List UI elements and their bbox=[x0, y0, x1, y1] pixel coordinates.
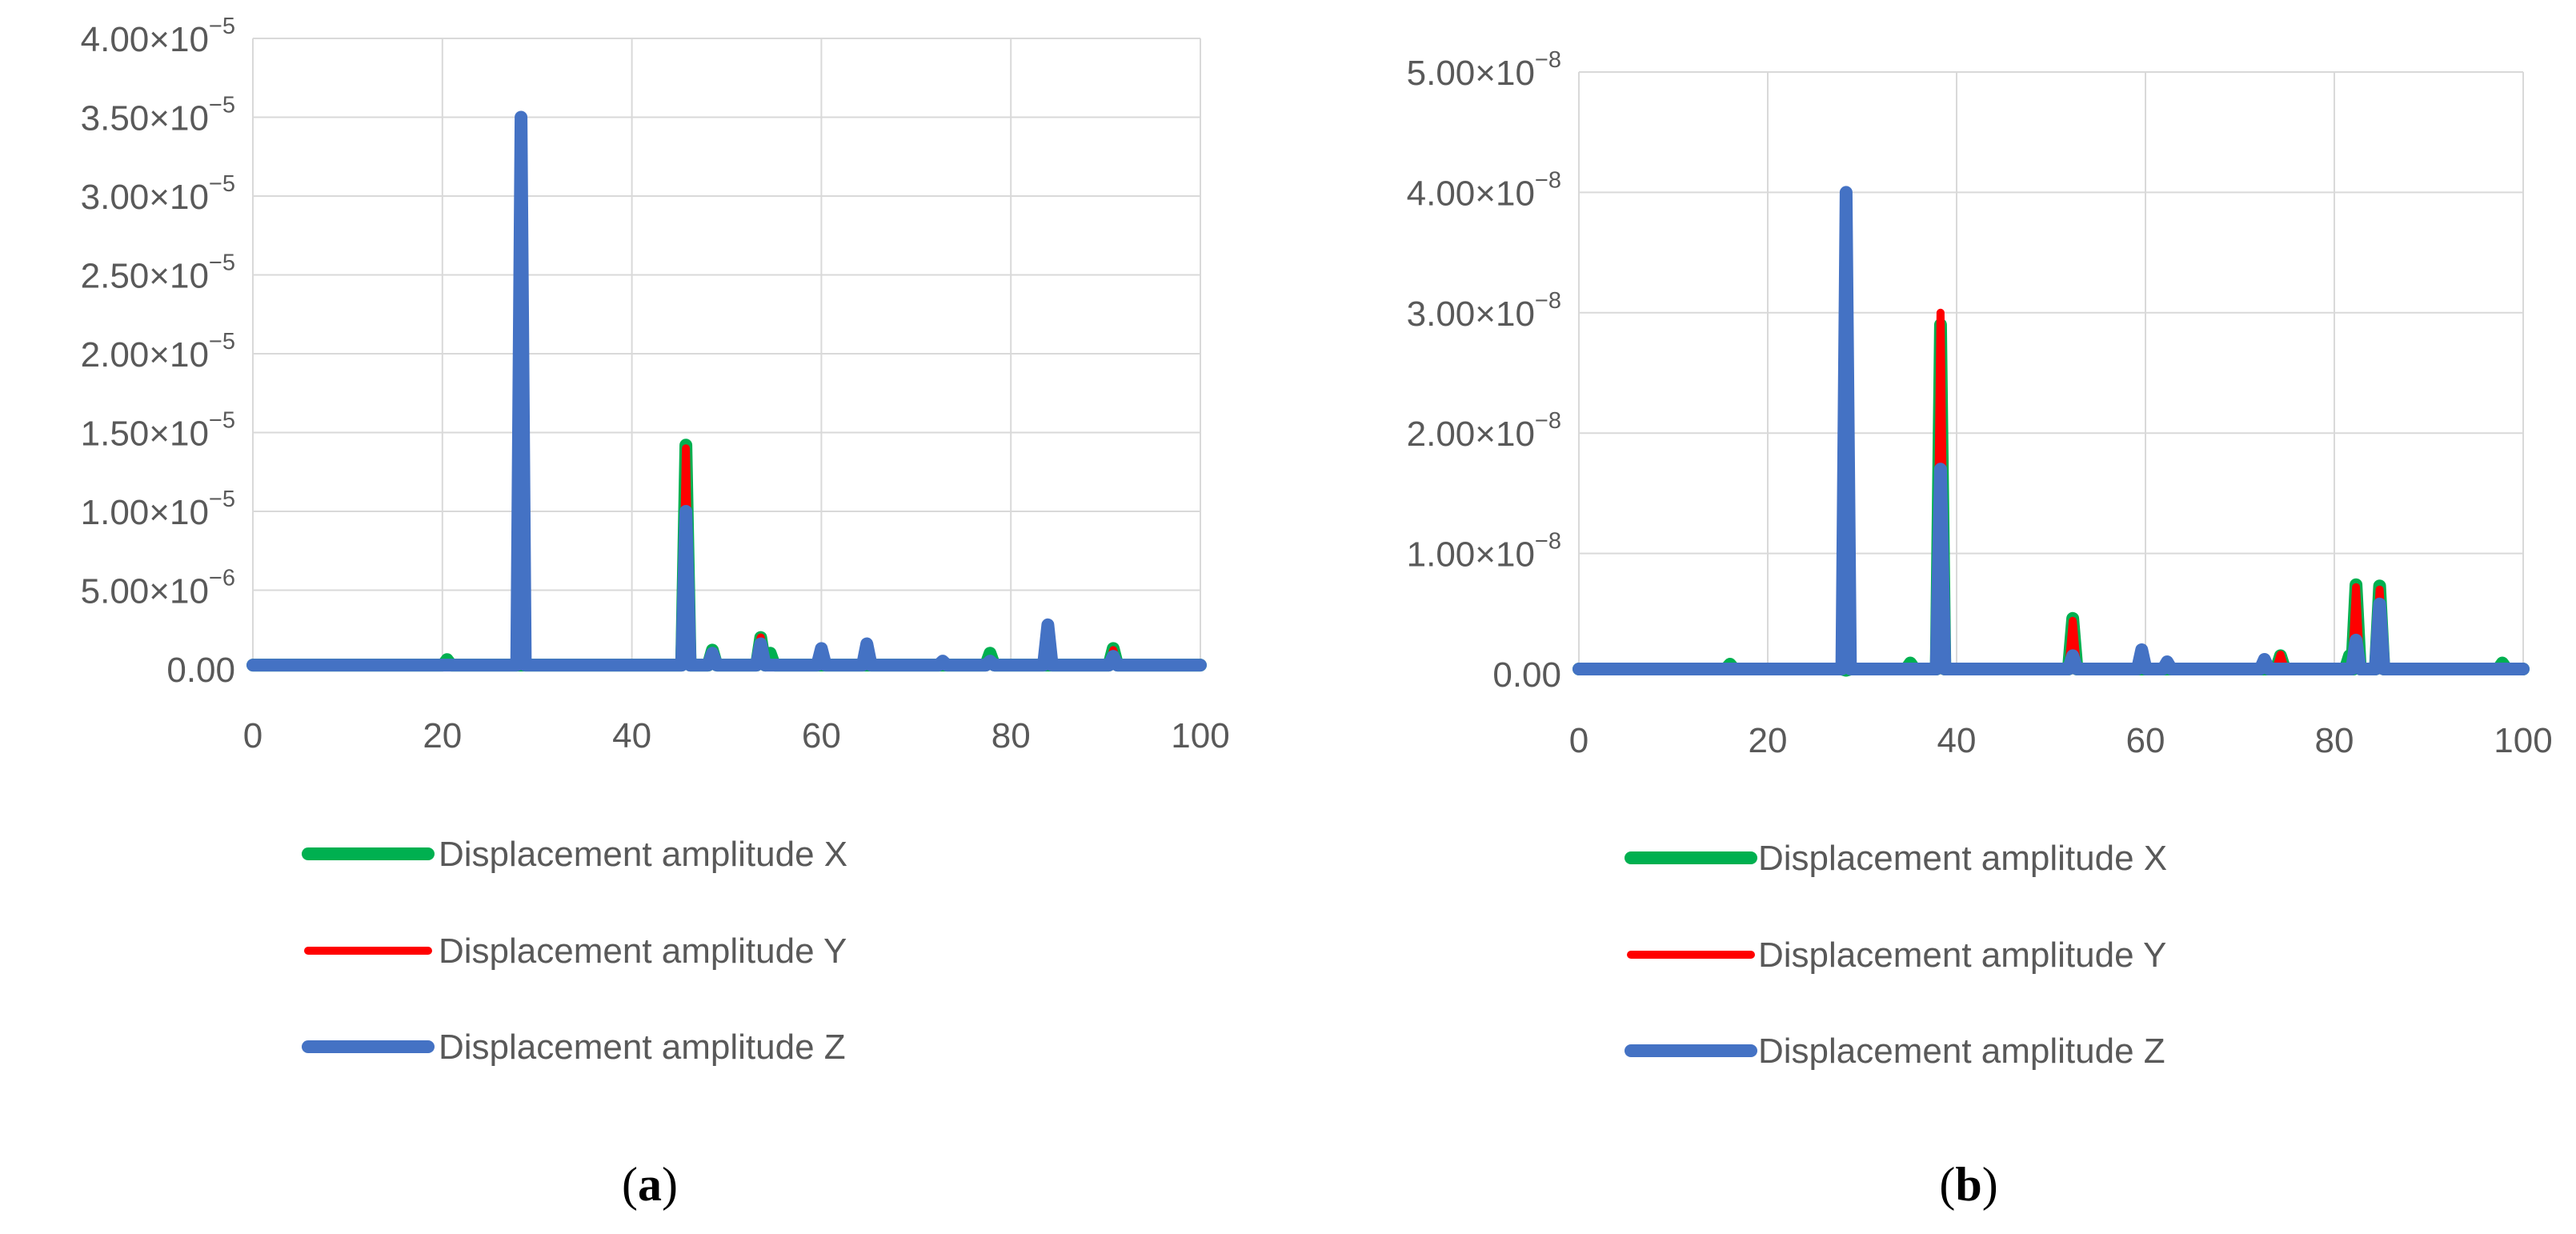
y-tick-exponent: −5 bbox=[209, 93, 235, 118]
y-tick-label: 1.00×10−5 bbox=[81, 487, 235, 532]
x-tick-label: 80 bbox=[992, 716, 1031, 755]
gridlines bbox=[252, 38, 1201, 670]
y-tick-mantissa: 4.00×10 bbox=[81, 20, 209, 59]
y-tick-mantissa: 2.00×10 bbox=[1407, 415, 1535, 454]
y-tick-exponent: −8 bbox=[1535, 47, 1561, 73]
x-tick-label: 100 bbox=[2494, 721, 2552, 760]
y-tick-label: 3.00×10−8 bbox=[1407, 288, 1561, 334]
series-lines bbox=[1572, 186, 2530, 677]
series-line-z bbox=[246, 110, 1207, 672]
y-tick-exponent: −8 bbox=[1535, 288, 1561, 314]
y-tick-mantissa: 0.00 bbox=[166, 651, 235, 690]
y-tick-mantissa: 2.50×10 bbox=[81, 257, 209, 296]
y-tick-label: 2.00×10−8 bbox=[1407, 408, 1561, 454]
y-tick-mantissa: 3.50×10 bbox=[81, 99, 209, 138]
y-tick-exponent: −8 bbox=[1535, 167, 1561, 193]
y-tick-exponent: −5 bbox=[209, 14, 235, 39]
x-tick-label: 20 bbox=[423, 716, 462, 755]
y-tick-exponent: −5 bbox=[209, 329, 235, 355]
legend-label-y: Displacement amplitude Y bbox=[1758, 936, 2166, 975]
legend-label-z: Displacement amplitude Z bbox=[439, 1028, 846, 1067]
y-tick-mantissa: 5.00×10 bbox=[81, 572, 209, 611]
y-tick-mantissa: 0.00 bbox=[1492, 655, 1561, 695]
series-lines bbox=[246, 110, 1207, 672]
y-tick-label: 2.00×10−5 bbox=[81, 329, 235, 375]
y-tick-label: 1.50×10−5 bbox=[81, 408, 235, 454]
chart-panel-a: 0.005.00×10−61.00×10−51.50×10−52.00×10−5… bbox=[81, 14, 1230, 1211]
y-tick-label: 5.00×10−6 bbox=[81, 566, 235, 611]
y-tick-exponent: −8 bbox=[1535, 529, 1561, 555]
x-tick-label: 0 bbox=[1569, 721, 1588, 760]
panel-label: (a) bbox=[622, 1158, 678, 1211]
y-tick-mantissa: 1.00×10 bbox=[81, 493, 209, 532]
y-tick-label: 4.00×10−8 bbox=[1407, 167, 1561, 213]
series-line-x bbox=[246, 439, 1207, 672]
panel-label: (b) bbox=[1939, 1158, 1997, 1211]
y-tick-mantissa: 2.00×10 bbox=[81, 335, 209, 375]
y-tick-label: 2.50×10−5 bbox=[81, 250, 235, 296]
x-tick-label: 40 bbox=[612, 716, 651, 755]
y-tick-exponent: −5 bbox=[209, 171, 235, 197]
y-tick-exponent: −5 bbox=[209, 487, 235, 512]
legend-label-x: Displacement amplitude X bbox=[439, 835, 847, 874]
y-tick-mantissa: 4.00×10 bbox=[1407, 174, 1535, 213]
y-tick-label: 0.00 bbox=[166, 651, 235, 690]
y-tick-label: 3.00×10−5 bbox=[81, 171, 235, 217]
legend: Displacement amplitude X Displacement amp… bbox=[1625, 839, 2167, 1071]
x-tick-label: 60 bbox=[802, 716, 841, 755]
y-tick-label: 5.00×10−8 bbox=[1407, 47, 1561, 93]
legend: Displacement amplitude X Displacement amp… bbox=[302, 835, 847, 1067]
y-tick-mantissa: 3.00×10 bbox=[1407, 294, 1535, 334]
y-tick-label: 1.00×10−8 bbox=[1407, 529, 1561, 575]
x-tick-label: 40 bbox=[1937, 721, 1977, 760]
x-tick-label: 60 bbox=[2126, 721, 2165, 760]
x-tick-label: 0 bbox=[243, 716, 262, 755]
y-tick-mantissa: 3.00×10 bbox=[81, 178, 209, 217]
series-line-y bbox=[249, 444, 1204, 670]
y-tick-exponent: −6 bbox=[209, 566, 235, 591]
y-tick-label: 4.00×10−5 bbox=[81, 14, 235, 59]
x-tick-label: 100 bbox=[1171, 716, 1229, 755]
y-tick-mantissa: 5.00×10 bbox=[1407, 54, 1535, 93]
y-tick-exponent: −8 bbox=[1535, 408, 1561, 434]
series-line-z bbox=[1572, 186, 2530, 675]
chart-panel-b: 0.001.00×10−82.00×10−83.00×10−84.00×10−8… bbox=[1407, 47, 2553, 1211]
legend-label-z: Displacement amplitude Z bbox=[1758, 1032, 2165, 1071]
x-tick-label: 20 bbox=[1749, 721, 1788, 760]
legend-label-x: Displacement amplitude X bbox=[1758, 839, 2167, 878]
y-tick-mantissa: 1.00×10 bbox=[1407, 535, 1535, 575]
y-tick-label: 0.00 bbox=[1492, 655, 1561, 695]
legend-label-y: Displacement amplitude Y bbox=[439, 932, 847, 971]
y-tick-exponent: −5 bbox=[209, 250, 235, 276]
y-tick-mantissa: 1.50×10 bbox=[81, 415, 209, 454]
y-tick-exponent: −5 bbox=[209, 408, 235, 434]
x-tick-label: 80 bbox=[2315, 721, 2354, 760]
y-tick-label: 3.50×10−5 bbox=[81, 93, 235, 138]
gridlines bbox=[1578, 71, 2524, 675]
